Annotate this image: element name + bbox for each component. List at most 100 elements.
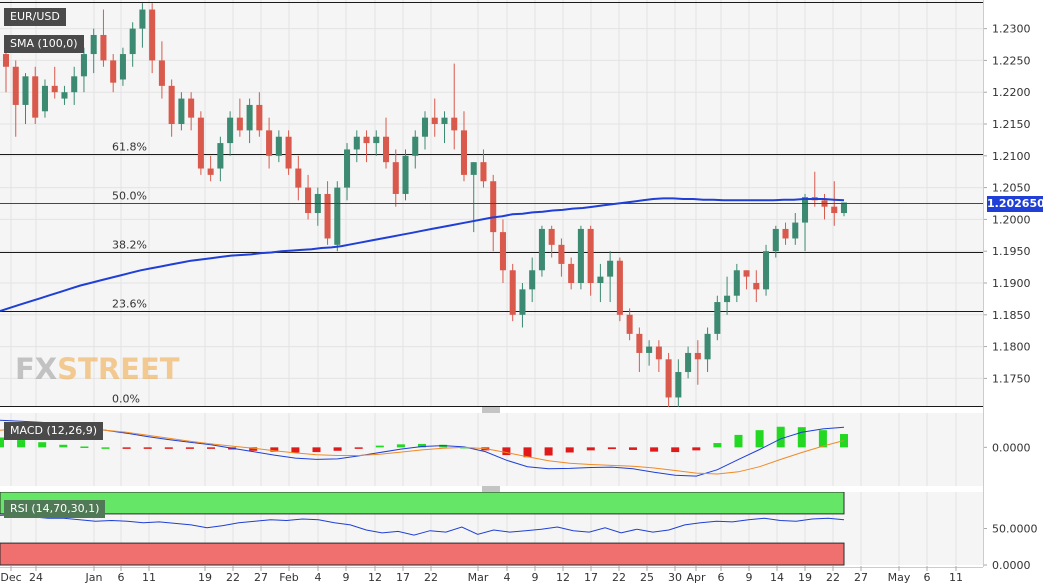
candle-body — [782, 228, 789, 239]
candle-body — [12, 66, 19, 105]
logo-street: STREET — [57, 352, 180, 386]
candle-body — [129, 28, 136, 55]
fxstreet-logo: FXSTREET — [15, 352, 180, 386]
candle-body — [90, 34, 97, 55]
price-tick-label: 1.2300 — [992, 23, 1031, 36]
candle — [197, 111, 204, 175]
candle — [519, 282, 526, 328]
sma-indicator-label[interactable]: SMA (100,0) — [4, 35, 84, 53]
candle-body — [227, 117, 234, 144]
candle-body — [344, 149, 351, 188]
date-tick-label: 27 — [254, 571, 268, 584]
last-price-value: 1.202650 — [987, 197, 1045, 210]
rsi-indicator-label-text: RSI (14,70,30,1) — [10, 502, 100, 515]
macd-histogram-bar — [354, 447, 363, 449]
candle — [753, 270, 760, 303]
date-tick-label: 19 — [198, 571, 212, 584]
candle — [665, 352, 672, 407]
price-axis: 1.2300 1.2250 1.2200 1.2150 1.2100 1.2050 1.20… — [0, 23, 1031, 385]
candle — [158, 41, 165, 99]
candle-body — [373, 136, 380, 144]
candle — [772, 225, 779, 258]
macd-histogram-bar — [185, 447, 194, 449]
candle-body — [383, 136, 390, 163]
candle — [724, 276, 731, 315]
rsi-axis: 50.0000 0.0000 — [983, 523, 1038, 572]
price-tick-label: 1.1850 — [992, 309, 1031, 322]
macd-histogram-bar — [270, 447, 279, 452]
date-tick-label: 6 — [924, 571, 931, 584]
macd-histogram-bar — [797, 427, 806, 448]
rsi-oversold-zone — [0, 542, 845, 566]
macd-indicator-label[interactable]: MACD (12,26,9) — [4, 422, 104, 440]
macd-histogram-bar — [333, 447, 342, 451]
candle — [460, 111, 467, 182]
candle-body — [636, 333, 643, 353]
candle — [577, 225, 584, 290]
candle-body — [685, 352, 692, 373]
candle-body — [714, 302, 721, 334]
candle-body — [421, 117, 429, 137]
candle-body — [197, 117, 204, 169]
candle — [733, 263, 740, 303]
candle-body — [724, 295, 731, 303]
candle-body — [451, 117, 458, 131]
date-tick-label: 9 — [343, 571, 350, 584]
candle — [675, 359, 682, 407]
candle-body — [655, 346, 662, 360]
candle — [587, 225, 594, 296]
candle — [421, 111, 429, 150]
panel-resize-handle[interactable] — [0, 407, 983, 413]
candle — [499, 219, 506, 283]
rsi-indicator-label[interactable]: RSI (14,70,30,1) — [4, 500, 106, 518]
candle — [266, 117, 273, 169]
candle — [636, 327, 643, 373]
candle-body — [41, 85, 48, 112]
candle — [782, 222, 789, 245]
candle — [149, 3, 156, 74]
macd-histogram-bar — [17, 440, 26, 448]
candle — [558, 238, 565, 277]
candle — [178, 92, 185, 131]
price-tick-label: 1.1900 — [992, 277, 1031, 290]
candle — [334, 181, 341, 252]
candle-body — [61, 92, 68, 99]
candle — [51, 66, 58, 99]
candle-body — [275, 136, 282, 156]
candle — [490, 174, 497, 252]
candle — [246, 98, 253, 144]
candle-body — [188, 98, 195, 118]
macd-histogram-bar — [544, 447, 553, 456]
macd-histogram-bar — [818, 430, 827, 448]
macd-histogram-bar — [629, 447, 637, 450]
instrument-label[interactable]: EUR/USD — [4, 8, 66, 26]
candle-body — [753, 282, 760, 290]
candle — [431, 98, 438, 137]
candle-body — [363, 136, 370, 144]
candle-body — [207, 168, 214, 175]
date-tick-label: 25 — [640, 571, 654, 584]
price-tick-label: 1.2000 — [992, 213, 1031, 226]
candle — [227, 111, 234, 156]
rsi-tick-label: 0.0000 — [992, 559, 1031, 572]
candle — [285, 130, 292, 175]
candle-body — [168, 85, 175, 125]
candle — [402, 149, 409, 201]
candle — [344, 143, 351, 201]
date-tick-label: 30 — [668, 571, 682, 584]
price-tick-label: 1.1800 — [992, 341, 1031, 354]
macd-histogram-bar — [249, 447, 258, 451]
candle — [256, 92, 263, 137]
panel-resize-handle[interactable] — [0, 486, 983, 492]
candle — [685, 346, 692, 379]
date-tick-label: 17 — [396, 571, 410, 584]
candle — [100, 9, 107, 67]
date-tick-label: 4 — [315, 571, 322, 584]
candle — [373, 130, 380, 156]
candle-body — [178, 98, 185, 125]
candle — [840, 202, 848, 217]
candle — [480, 149, 487, 188]
candle — [217, 136, 224, 182]
panel-dividers[interactable] — [0, 407, 983, 492]
date-tick-label: 12 — [368, 571, 382, 584]
